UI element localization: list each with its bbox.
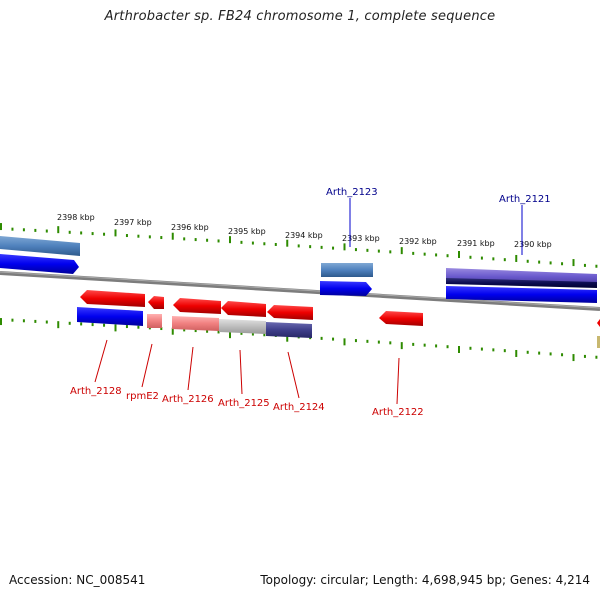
- reverse-gene-bar[interactable]: [147, 314, 162, 328]
- genome-summary-text: Topology: circular; Length: 4,698,945 bp…: [260, 573, 590, 587]
- forward-gene-bar[interactable]: [0, 236, 80, 256]
- forward-cds-arrow[interactable]: [0, 254, 79, 274]
- scale-label: 2396 kbp: [171, 223, 209, 232]
- forward-cds-bar[interactable]: [77, 307, 143, 326]
- reverse-gene-bar[interactable]: [172, 316, 219, 331]
- reverse-cds-arrow[interactable]: [80, 290, 145, 307]
- forward-gene-bar[interactable]: [446, 278, 597, 288]
- reverse-cds-arrow[interactable]: [267, 305, 313, 320]
- scale-label: 2394 kbp: [285, 231, 323, 240]
- scale-label: 2398 kbp: [57, 213, 95, 222]
- reverse-cds-arrow[interactable]: [221, 301, 266, 317]
- scale-label: 2391 kbp: [457, 239, 495, 248]
- forward-features: [0, 236, 597, 303]
- misc-gene-bar[interactable]: [219, 319, 266, 334]
- reverse-cds-arrow[interactable]: [597, 319, 600, 327]
- gene-label-arth-2128[interactable]: Arth_2128: [70, 386, 122, 397]
- gene-label-arth-2122[interactable]: Arth_2122: [372, 407, 424, 418]
- upper-scale-ticks: [0, 223, 598, 268]
- forward-cds-arrow[interactable]: [320, 281, 372, 296]
- gene-label-arth-2121[interactable]: Arth_2121: [499, 194, 551, 205]
- scale-label: 2395 kbp: [228, 227, 266, 236]
- reverse-cds-arrow[interactable]: [173, 298, 221, 314]
- accession-text: Accession: NC_008541: [9, 573, 146, 587]
- forward-gene-bar[interactable]: [446, 268, 597, 285]
- forward-cds-arrow[interactable]: [446, 286, 597, 303]
- reverse-cds-arrow[interactable]: [148, 296, 164, 309]
- scale-label: 2397 kbp: [114, 218, 152, 227]
- forward-gene-bar[interactable]: [321, 263, 373, 277]
- scale-labels: 2398 kbp 2397 kbp 2396 kbp 2395 kbp 2394…: [57, 213, 552, 249]
- misc-gene-bar[interactable]: [597, 336, 600, 348]
- scale-label: 2392 kbp: [399, 237, 437, 246]
- gene-label-arth-2126[interactable]: Arth_2126: [162, 394, 214, 405]
- gene-label-rpme2[interactable]: rpmE2: [126, 391, 159, 402]
- gene-label-arth-2124[interactable]: Arth_2124: [273, 402, 325, 413]
- reverse-cds-arrow[interactable]: [379, 311, 423, 326]
- gene-label-arth-2125[interactable]: Arth_2125: [218, 398, 270, 409]
- gene-label-arth-2123[interactable]: Arth_2123: [326, 187, 378, 198]
- misc-gene-bar[interactable]: [266, 322, 312, 338]
- reverse-features: [77, 290, 600, 348]
- scale-label: 2390 kbp: [514, 240, 552, 249]
- map-title: Arthrobacter sp. FB24 chromosome 1, comp…: [104, 9, 496, 24]
- scale-label: 2393 kbp: [342, 234, 380, 243]
